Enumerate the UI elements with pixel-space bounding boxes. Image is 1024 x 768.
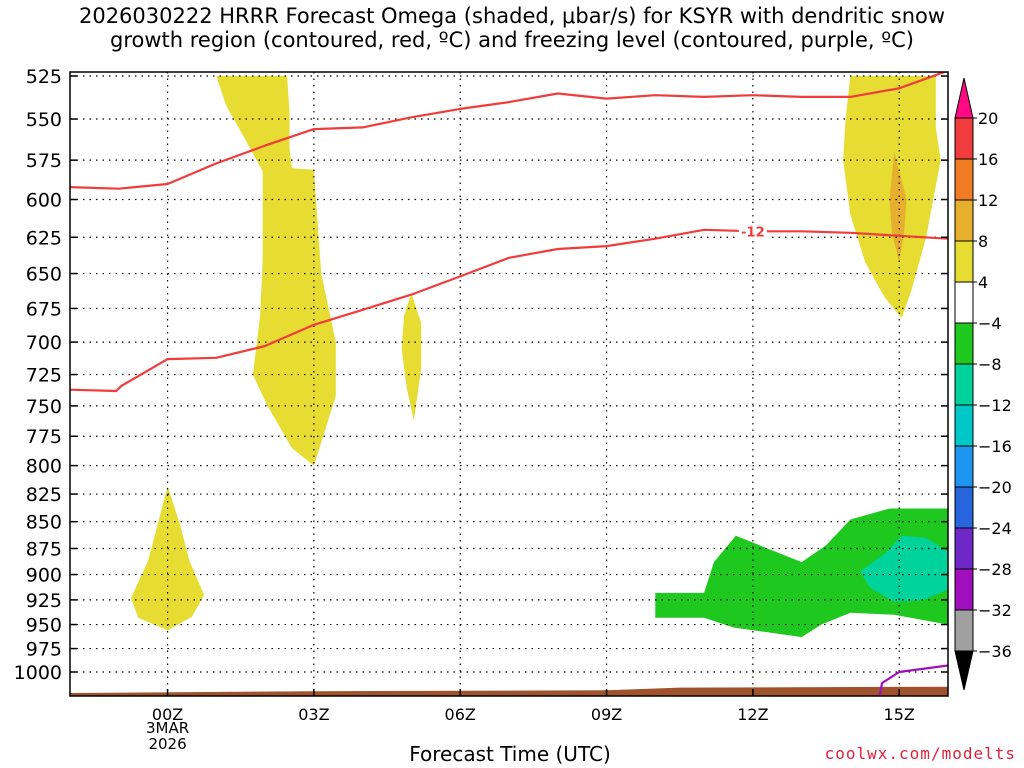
dgz-lower-contour-label-bg: [738, 223, 767, 240]
dgz-upper-contour: [70, 72, 948, 190]
x-tick-label-12Z: 12Z: [737, 705, 768, 724]
freezing-level-contour: [878, 664, 948, 696]
colorbar-bottom-arrow: [954, 650, 974, 691]
colorbar-label-0: 20: [978, 109, 998, 128]
colorbar-label-10: −24: [978, 519, 1012, 538]
y-tick-label-950: 950: [26, 615, 62, 637]
colorbar-box-4: [954, 281, 974, 324]
credit-text[interactable]: coolwx.com/modelts: [824, 744, 1016, 763]
chart-title-line-1: 2026030222 HRRR Forecast Omega (shaded, …: [78, 4, 946, 28]
y-tick-label-925: 925: [26, 590, 62, 612]
colorbar-box-11: [954, 568, 974, 611]
x-tick-label-03Z: 03Z: [298, 705, 329, 724]
x-tick-label-00Z: 00Z: [152, 705, 183, 724]
colorbar-box-6: [954, 363, 974, 406]
date-label-year: 2026: [148, 735, 187, 753]
omega-pos-4-lower-left: [131, 486, 205, 631]
colorbar-label-9: −20: [978, 478, 1012, 497]
colorbar-top-arrow: [954, 77, 974, 119]
colorbar-box-5: [954, 322, 974, 365]
dgz-lower-contour: [70, 228, 948, 393]
colorbar-box-12: [954, 609, 974, 652]
y-tick-label-850: 850: [26, 512, 62, 534]
colorbar: 20 16 12 8 4 −4 −8 −12 −16 −20 −24 −28 −32 −36: [954, 77, 1012, 691]
omega-neg-8-lower-right: [860, 535, 948, 602]
y-tick-label-550: 550: [26, 109, 62, 131]
y-tick-label-725: 725: [26, 365, 62, 387]
colorbar-box-0: [954, 117, 974, 160]
y-tick-label-775: 775: [26, 426, 62, 448]
y-tick-label-900: 900: [26, 565, 62, 587]
x-tick-label-06Z: 06Z: [445, 705, 476, 724]
omega-pos-4-narrow: [401, 293, 422, 421]
colorbar-label-2: 12: [978, 191, 998, 210]
y-tick-label-800: 800: [26, 456, 62, 478]
x-axis-label: Forecast Time (UTC): [409, 742, 611, 766]
y-tick-label-1000: 1000: [14, 662, 62, 684]
colorbar-label-3: 8: [978, 232, 988, 251]
colorbar-box-9: [954, 486, 974, 529]
colorbar-label-13: −36: [978, 642, 1012, 661]
y-tick-label-525: 525: [26, 66, 62, 88]
date-label-day: 3MAR: [145, 719, 190, 737]
colorbar-box-2: [954, 199, 974, 242]
colorbar-label-8: −16: [978, 437, 1012, 456]
dgz-lower-contour-label: -12: [741, 225, 765, 240]
colorbar-label-4: 4: [978, 273, 988, 292]
plot-frame: [69, 71, 949, 697]
colorbar-label-6: −8: [978, 355, 1002, 374]
y-tick-label-625: 625: [26, 227, 62, 249]
y-tick-label-575: 575: [26, 150, 62, 172]
colorbar-box-7: [954, 404, 974, 447]
colorbar-label-11: −28: [978, 560, 1012, 579]
omega-pos-4-upper-left: [216, 76, 336, 466]
x-tick-label-09Z: 09Z: [591, 705, 622, 724]
colorbar-label-7: −12: [978, 396, 1012, 415]
date-label: 3MAR 2026: [138, 720, 198, 752]
chart-title: 2026030222 HRRR Forecast Omega (shaded, …: [0, 4, 1024, 52]
y-tick-label-600: 600: [26, 190, 62, 212]
terrain-surface: [70, 686, 948, 696]
colorbar-label-12: −32: [978, 601, 1012, 620]
colorbar-box-3: [954, 240, 974, 283]
x-tick-label-15Z: 15Z: [884, 705, 915, 724]
colorbar-box-8: [954, 445, 974, 488]
colorbar-label-1: 16: [978, 150, 998, 169]
chart-title-line-2: growth region (contoured, red, ºC) and f…: [110, 28, 914, 52]
y-tick-label-875: 875: [26, 538, 62, 560]
y-tick-label-825: 825: [26, 484, 62, 506]
colorbar-label-5: −4: [978, 314, 1002, 333]
y-tick-label-750: 750: [26, 396, 62, 418]
colorbar-box-10: [954, 527, 974, 570]
y-tick-label-675: 675: [26, 298, 62, 320]
omega-neg-4-lower-right: [655, 508, 948, 638]
y-tick-label-650: 650: [26, 264, 62, 286]
y-tick-label-700: 700: [26, 332, 62, 354]
y-tick-label-975: 975: [26, 639, 62, 661]
colorbar-box-1: [954, 158, 974, 201]
plot-area: -12: [70, 72, 948, 696]
